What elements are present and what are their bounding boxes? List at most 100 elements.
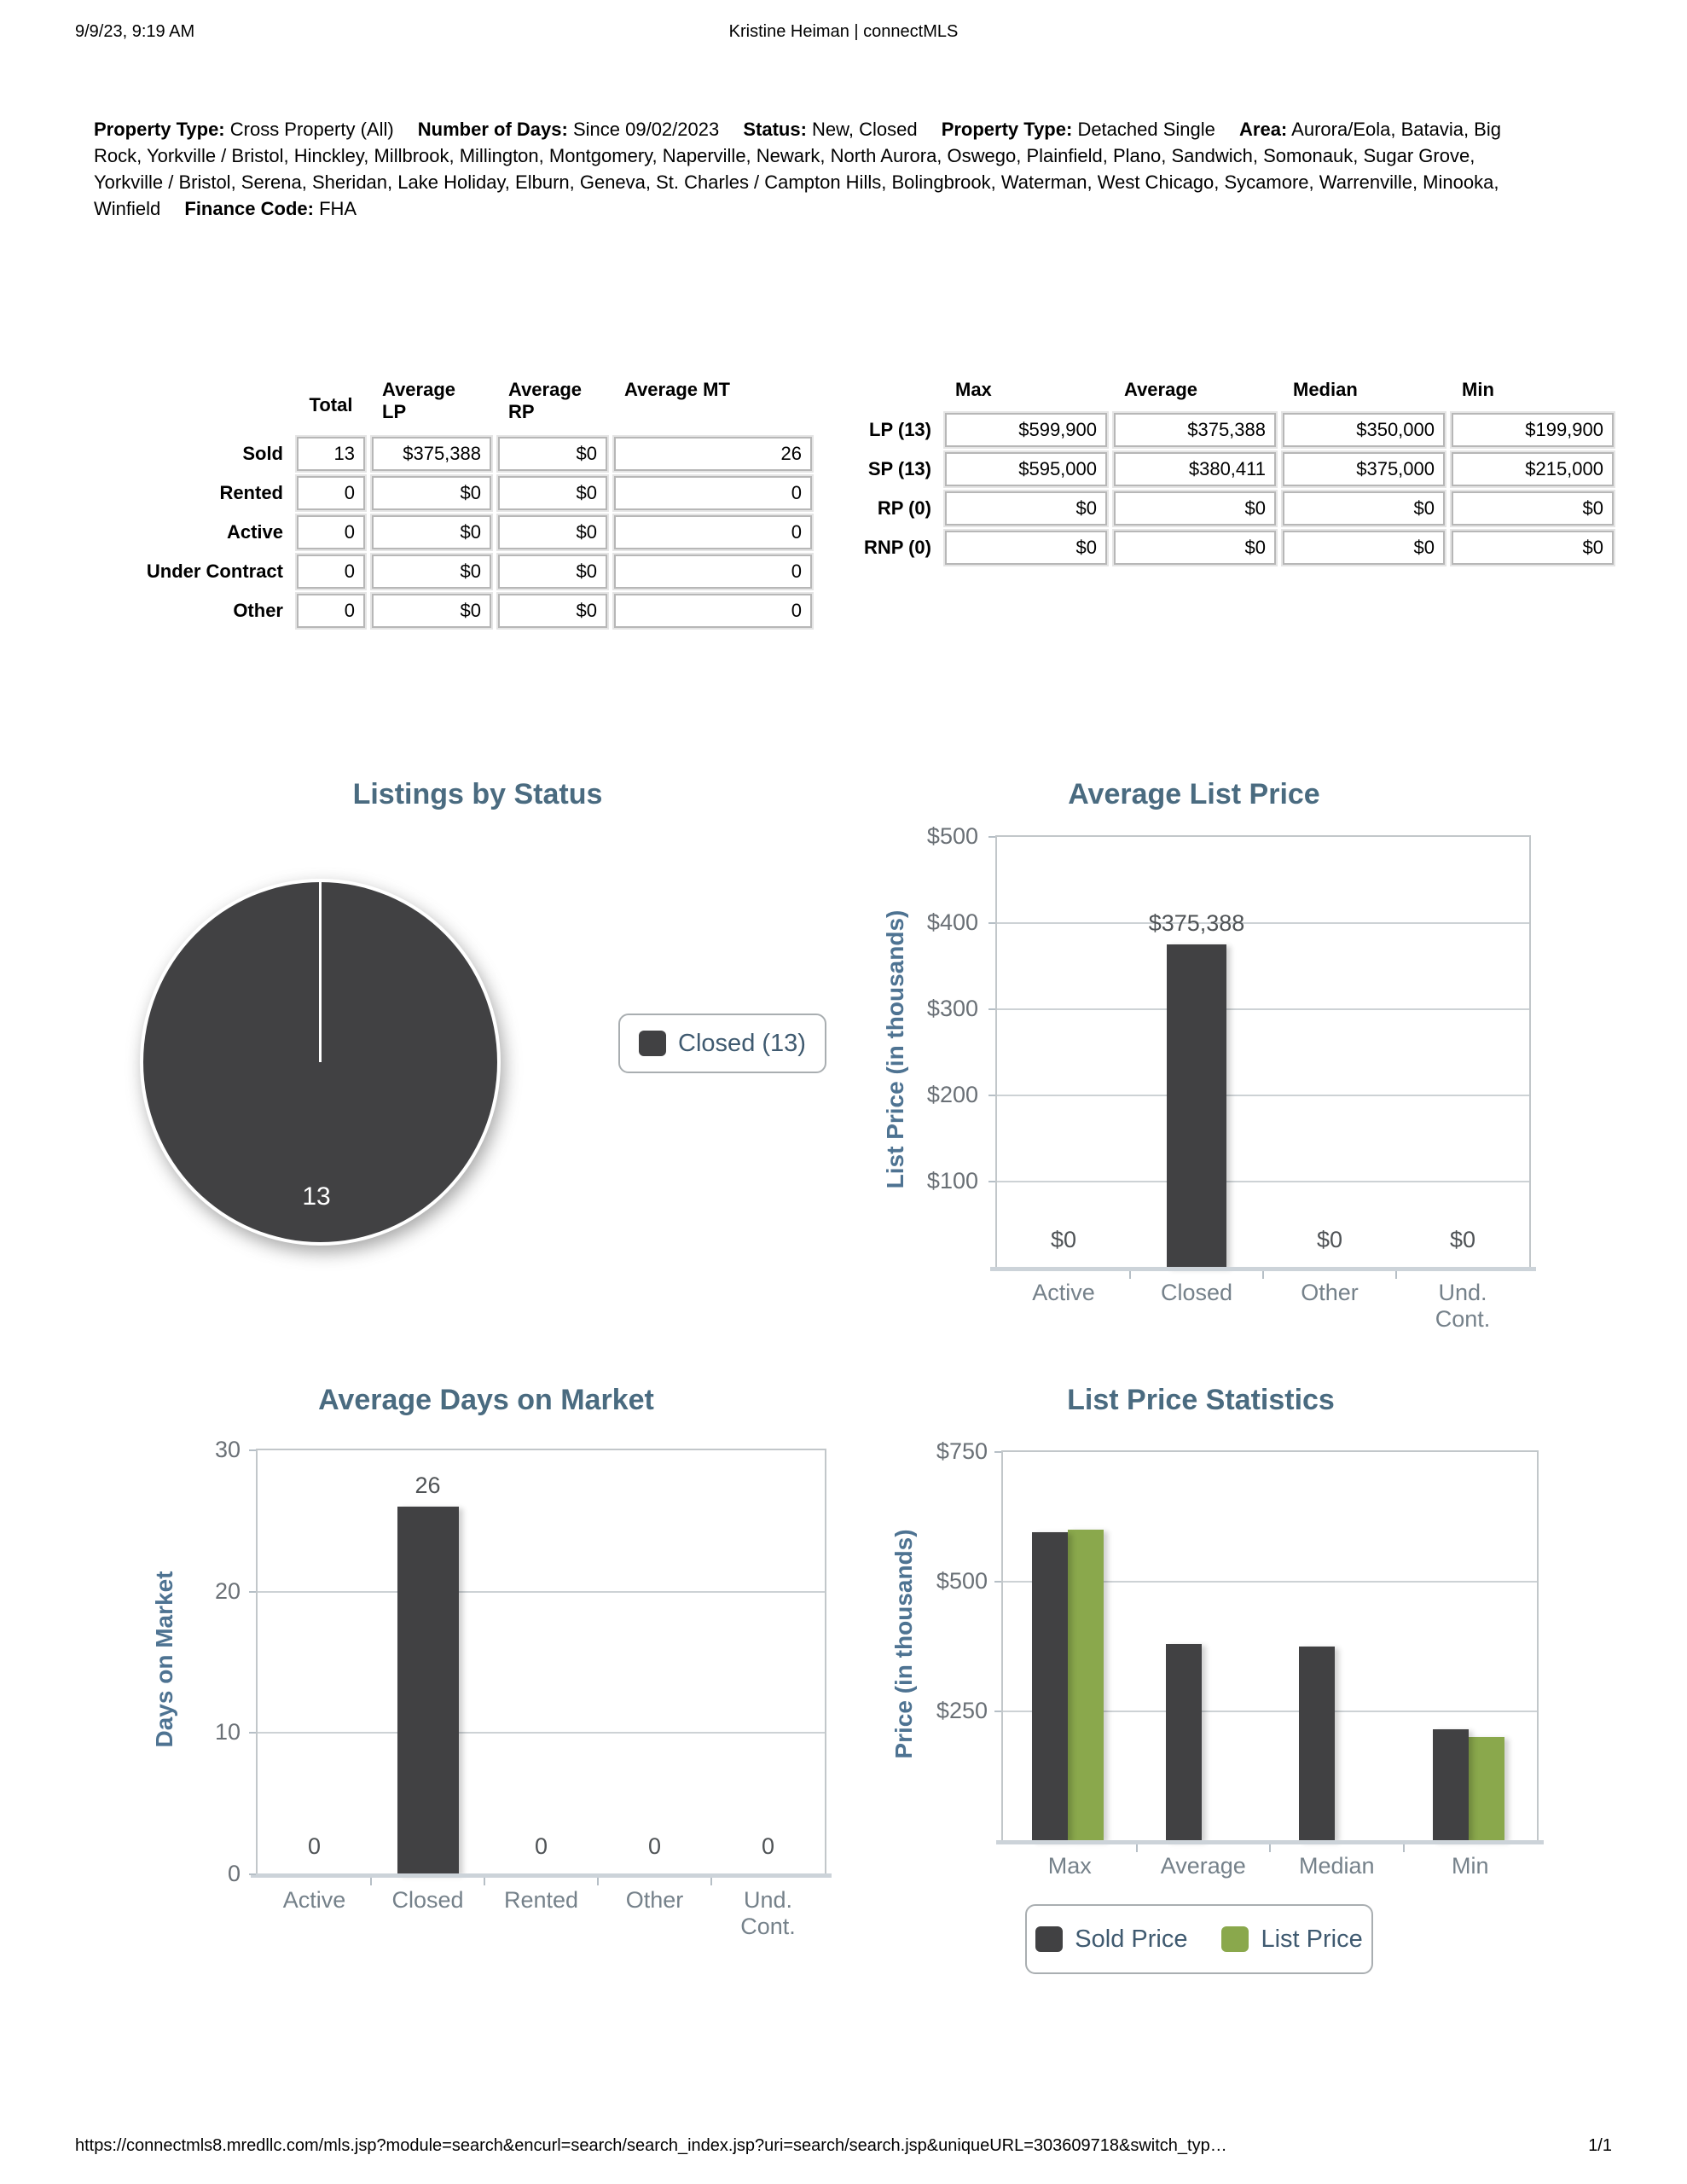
- column-header: Average RP: [508, 379, 583, 422]
- column-header: Min: [1462, 379, 1494, 400]
- row-label: Active: [226, 521, 283, 543]
- status-summary-table: Total Average LP Average RP Average MT Sold 1…: [96, 377, 814, 630]
- table-cell: $0: [370, 474, 493, 512]
- x-axis-line: [990, 1267, 1536, 1271]
- x-tick-mark: [484, 1878, 485, 1885]
- table-cell: $0: [943, 490, 1109, 527]
- table-cell: 0: [612, 553, 814, 590]
- legend-label: Sold Price: [1075, 1925, 1188, 1953]
- bar: [1468, 1737, 1504, 1841]
- chart-legend: Closed (13): [618, 1014, 826, 1073]
- grid-line: [258, 1732, 825, 1734]
- criteria-value: Cross Property (All): [229, 119, 394, 140]
- table-cell: $0: [370, 553, 493, 590]
- x-tick-mark: [710, 1878, 712, 1885]
- x-tick-mark: [597, 1878, 599, 1885]
- footer-url: https://connectmls8.mredllc.com/mls.jsp?…: [75, 2136, 1227, 2155]
- x-category-label: Min: [1451, 1853, 1489, 1879]
- table-cell: $0: [496, 474, 609, 512]
- footer-page-number: 1/1: [1588, 2136, 1612, 2155]
- table-cell: $375,000: [1281, 450, 1446, 488]
- y-tick-mark: [994, 1581, 1001, 1583]
- table-cell: $0: [496, 514, 609, 551]
- bar-value-label: $375,388: [1148, 909, 1245, 936]
- grid-line: [1003, 1711, 1537, 1712]
- legend-item: Closed (13): [639, 1030, 806, 1058]
- x-axis-line: [996, 1840, 1544, 1844]
- x-category-label: Closed: [1160, 1280, 1233, 1305]
- y-tick-label: 0: [227, 1861, 241, 1886]
- criteria-value: Detached Single: [1077, 119, 1215, 140]
- y-tick-mark: [988, 1181, 995, 1182]
- page-header-title: Kristine Heiman | connectMLS: [728, 22, 959, 41]
- y-axis-title: Days on Market: [151, 1571, 177, 1748]
- legend-swatch: [639, 1031, 667, 1056]
- row-label: RP (0): [877, 497, 931, 519]
- y-tick-mark: [249, 1732, 256, 1734]
- criteria-label: Property Type:: [941, 119, 1073, 140]
- y-tick-mark: [994, 1451, 1001, 1453]
- bar-value-label: 26: [415, 1472, 441, 1499]
- table-cell: $375,388: [1112, 411, 1278, 449]
- y-tick-label: 20: [214, 1577, 241, 1604]
- y-axis-title: Price (in thousands): [890, 1529, 917, 1759]
- criteria-value: New, Closed: [812, 119, 918, 140]
- x-axis-line: [251, 1873, 832, 1878]
- table-cell: $0: [1450, 490, 1615, 527]
- x-category-label: Closed: [391, 1887, 464, 1913]
- x-category-label: Max: [1047, 1853, 1092, 1879]
- grid-line: [997, 922, 1529, 924]
- x-category-label: Active: [282, 1887, 346, 1913]
- search-criteria: Property Type: Cross Property (All) Numb…: [94, 116, 1544, 222]
- x-category-label: Rented: [503, 1887, 579, 1913]
- x-category-label: Other: [1301, 1280, 1359, 1305]
- bar: [1299, 1647, 1336, 1841]
- criteria-label: Finance Code:: [184, 198, 314, 219]
- row-label: LP (13): [869, 419, 931, 440]
- table-cell: 0: [295, 514, 367, 551]
- y-tick-label: $100: [926, 1168, 978, 1194]
- column-header: Average MT: [624, 379, 730, 400]
- table-cell: $0: [1281, 490, 1446, 527]
- bar-value-label: 0: [761, 1833, 775, 1859]
- list-price-statistics-chart: List Price Statistics $750 $500 $250 Max Ave…: [844, 1374, 1629, 2030]
- average-days-on-market-chart: Average Days on Market 30 20 10 0 Active Clos…: [85, 1374, 870, 1988]
- row-label: Sold: [242, 443, 283, 464]
- legend-swatch: [1221, 1926, 1249, 1952]
- grid-line: [1003, 1581, 1537, 1583]
- table-cell: $0: [496, 592, 609, 630]
- grid-line: [258, 1590, 825, 1593]
- y-tick-mark: [988, 1008, 995, 1010]
- x-tick-mark: [1262, 1271, 1264, 1279]
- x-tick-mark: [1402, 1844, 1405, 1852]
- grid-line: [997, 1095, 1529, 1096]
- bar: [397, 1507, 459, 1874]
- x-tick-mark: [1129, 1271, 1131, 1279]
- legend-item: Sold Price: [1035, 1926, 1187, 1954]
- row-label: Other: [233, 600, 283, 621]
- plot-area: [1001, 1450, 1539, 1843]
- chart-title: Average Days on Market: [318, 1384, 654, 1416]
- x-tick-mark: [1269, 1844, 1271, 1852]
- page-header: 9/9/23, 9:19 AM Kristine Heiman | connec…: [0, 22, 1687, 46]
- bar: [1068, 1530, 1104, 1841]
- criteria-label: Property Type:: [94, 119, 225, 140]
- table-cell: 26: [612, 435, 814, 473]
- x-category-label: Average: [1160, 1853, 1246, 1879]
- y-tick-label: 30: [214, 1437, 241, 1462]
- criteria-label: Status:: [743, 119, 807, 140]
- table-cell: 0: [612, 474, 814, 512]
- plot-area: [995, 835, 1531, 1269]
- y-tick-label: $400: [926, 909, 978, 935]
- row-label: SP (13): [867, 458, 931, 479]
- bar: [1432, 1729, 1469, 1841]
- price-summary-table: Max Average Median Min LP (13) $599,900 $375,3…: [843, 377, 1615, 566]
- table-cell: $215,000: [1450, 450, 1615, 488]
- legend-swatch: [1035, 1926, 1064, 1952]
- table-cell: $0: [1281, 529, 1446, 566]
- table-cell: $599,900: [943, 411, 1109, 449]
- table-cell: 13: [295, 435, 367, 473]
- y-tick-label: 10: [214, 1719, 241, 1745]
- plot-area: [256, 1449, 826, 1876]
- legend-item: List Price: [1221, 1926, 1363, 1954]
